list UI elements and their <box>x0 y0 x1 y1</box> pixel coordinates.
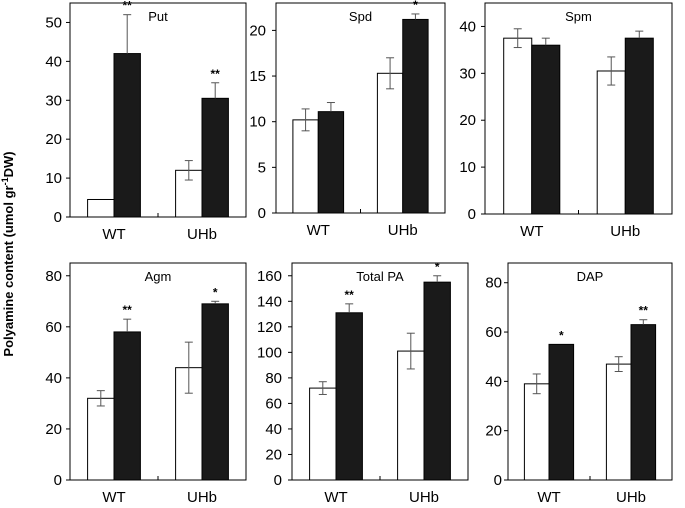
bar-uhb-black <box>402 18 429 214</box>
panel-spm: Spm 0 10 20 30 40 WT UHb <box>459 2 673 240</box>
significance-marker: ** <box>345 288 355 302</box>
bar-wt-black <box>335 312 363 481</box>
x-category-label: WT <box>102 489 125 506</box>
bar-wt-white <box>87 397 115 481</box>
bar-wt-black <box>113 53 141 218</box>
y-tick-label: 60 <box>265 395 282 412</box>
x-category-label: WT <box>520 223 543 240</box>
x-category-label: UHb <box>409 489 439 506</box>
y-tick-label: 20 <box>45 421 62 438</box>
significance-marker: * <box>559 328 564 342</box>
bar-wt-black <box>113 331 141 481</box>
bar-uhb-black <box>201 97 229 218</box>
y-axis-label-main: Polyamine content (umol gr <box>1 185 16 356</box>
y-tick-label: 120 <box>257 319 282 336</box>
bar-wt-white <box>309 387 337 481</box>
y-tick-label: 100 <box>257 344 282 361</box>
x-category-label: UHb <box>616 489 646 506</box>
bar-wt-black <box>531 44 561 215</box>
panel-title: Total PA <box>356 269 404 284</box>
bar-uhb-white <box>397 350 425 481</box>
y-tick-label: 30 <box>459 65 476 82</box>
y-tick-label: 10 <box>249 114 266 131</box>
panel-title: Agm <box>145 269 172 284</box>
y-tick-label: 0 <box>258 205 266 222</box>
y-axis-label-superscript: -1 <box>0 177 10 185</box>
x-category-label: WT <box>324 489 347 506</box>
y-tick-label: 0 <box>54 209 62 226</box>
x-category-label: WT <box>537 489 560 506</box>
y-tick-label: 40 <box>45 53 62 70</box>
x-category-label: UHb <box>388 222 418 239</box>
y-tick-label: 0 <box>274 472 282 489</box>
y-tick-label: 0 <box>494 472 502 489</box>
bar-wt-black <box>317 111 345 214</box>
y-tick-label: 20 <box>485 423 502 440</box>
bar-uhb-white <box>596 70 626 215</box>
bar-wt-white <box>523 383 550 481</box>
bar-wt-white <box>503 37 533 215</box>
y-tick-label: 80 <box>45 268 62 285</box>
bar-uhb-white <box>376 72 404 214</box>
significance-marker: * <box>435 260 440 274</box>
y-tick-label: 15 <box>249 68 266 85</box>
y-tick-label: 10 <box>45 170 62 187</box>
bar-wt-white <box>87 198 115 218</box>
y-tick-label: 40 <box>45 370 62 387</box>
bar-uhb-black <box>201 303 229 481</box>
y-tick-label: 50 <box>45 14 62 31</box>
bar-wt-black <box>548 343 575 481</box>
x-category-label: WT <box>307 222 330 239</box>
bar-uhb-black <box>624 37 654 215</box>
y-tick-label: 40 <box>459 18 476 35</box>
bar-uhb-black <box>630 324 657 481</box>
y-tick-label: 80 <box>485 275 502 292</box>
y-tick-label: 5 <box>258 159 266 176</box>
y-tick-label: 20 <box>45 131 62 148</box>
significance-marker: ** <box>123 303 133 317</box>
significance-marker: * <box>213 285 218 299</box>
y-axis-label: Polyamine content (umol gr-1DW) <box>0 151 16 356</box>
significance-marker: ** <box>123 0 133 13</box>
y-tick-label: 40 <box>265 421 282 438</box>
significance-marker: ** <box>639 304 649 318</box>
panel-title: Put <box>148 9 168 24</box>
panel-title: Spm <box>565 9 592 24</box>
y-tick-label: 20 <box>459 112 476 129</box>
panel-put: Put 0 10 20 30 40 50 ** WT ** UHb <box>45 0 247 243</box>
y-tick-label: 40 <box>485 373 502 390</box>
panel-agm: Agm 0 20 40 60 80 ** WT * UHb <box>45 262 247 506</box>
panel-title: DAP <box>577 269 604 284</box>
y-tick-label: 10 <box>459 159 476 176</box>
bar-uhb-black <box>423 281 451 481</box>
y-tick-label: 20 <box>249 22 266 39</box>
y-tick-label: 80 <box>265 370 282 387</box>
y-tick-label: 60 <box>45 319 62 336</box>
y-tick-label: 0 <box>54 472 62 489</box>
y-tick-label: 20 <box>265 446 282 463</box>
bar-wt-white <box>292 119 319 214</box>
significance-marker: * <box>413 0 418 12</box>
y-tick-label: 140 <box>257 293 282 310</box>
x-category-label: UHb <box>187 226 217 243</box>
panel-title: Spd <box>349 9 372 24</box>
y-tick-label: 0 <box>468 206 476 223</box>
y-tick-label: 30 <box>45 92 62 109</box>
significance-marker: ** <box>211 67 221 81</box>
panel-dap: DAP 0 20 40 60 80 * WT ** UHb <box>485 262 673 506</box>
y-axis-label-end: DW) <box>1 151 16 177</box>
panel-total-pa: Total PA 0 20 40 60 80 100 120 140 160 ** WT * UHb <box>257 260 469 506</box>
bar-uhb-white <box>605 363 632 481</box>
y-tick-label: 60 <box>485 324 502 341</box>
x-category-label: WT <box>102 226 125 243</box>
panel-spd: Spd 0 5 10 15 20 WT * UHb <box>249 0 446 239</box>
y-tick-label: 160 <box>257 268 282 285</box>
x-category-label: UHb <box>187 489 217 506</box>
x-category-label: UHb <box>610 223 640 240</box>
